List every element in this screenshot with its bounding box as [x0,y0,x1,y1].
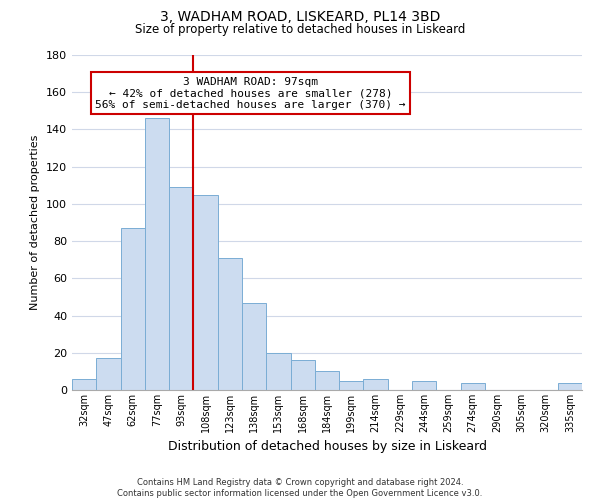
Bar [290,360,315,390]
Bar [121,228,145,390]
Bar [169,187,193,390]
Y-axis label: Number of detached properties: Number of detached properties [31,135,40,310]
Bar [145,118,169,390]
Bar [558,382,582,390]
Bar [315,372,339,390]
Text: 3 WADHAM ROAD: 97sqm
← 42% of detached houses are smaller (278)
56% of semi-deta: 3 WADHAM ROAD: 97sqm ← 42% of detached h… [95,77,406,110]
Text: 3, WADHAM ROAD, LISKEARD, PL14 3BD: 3, WADHAM ROAD, LISKEARD, PL14 3BD [160,10,440,24]
Bar [242,302,266,390]
Bar [96,358,121,390]
Bar [72,379,96,390]
X-axis label: Distribution of detached houses by size in Liskeard: Distribution of detached houses by size … [167,440,487,454]
Bar [412,380,436,390]
Bar [364,379,388,390]
Bar [266,353,290,390]
Text: Size of property relative to detached houses in Liskeard: Size of property relative to detached ho… [135,22,465,36]
Text: Contains HM Land Registry data © Crown copyright and database right 2024.
Contai: Contains HM Land Registry data © Crown c… [118,478,482,498]
Bar [339,380,364,390]
Bar [193,194,218,390]
Bar [461,382,485,390]
Bar [218,258,242,390]
